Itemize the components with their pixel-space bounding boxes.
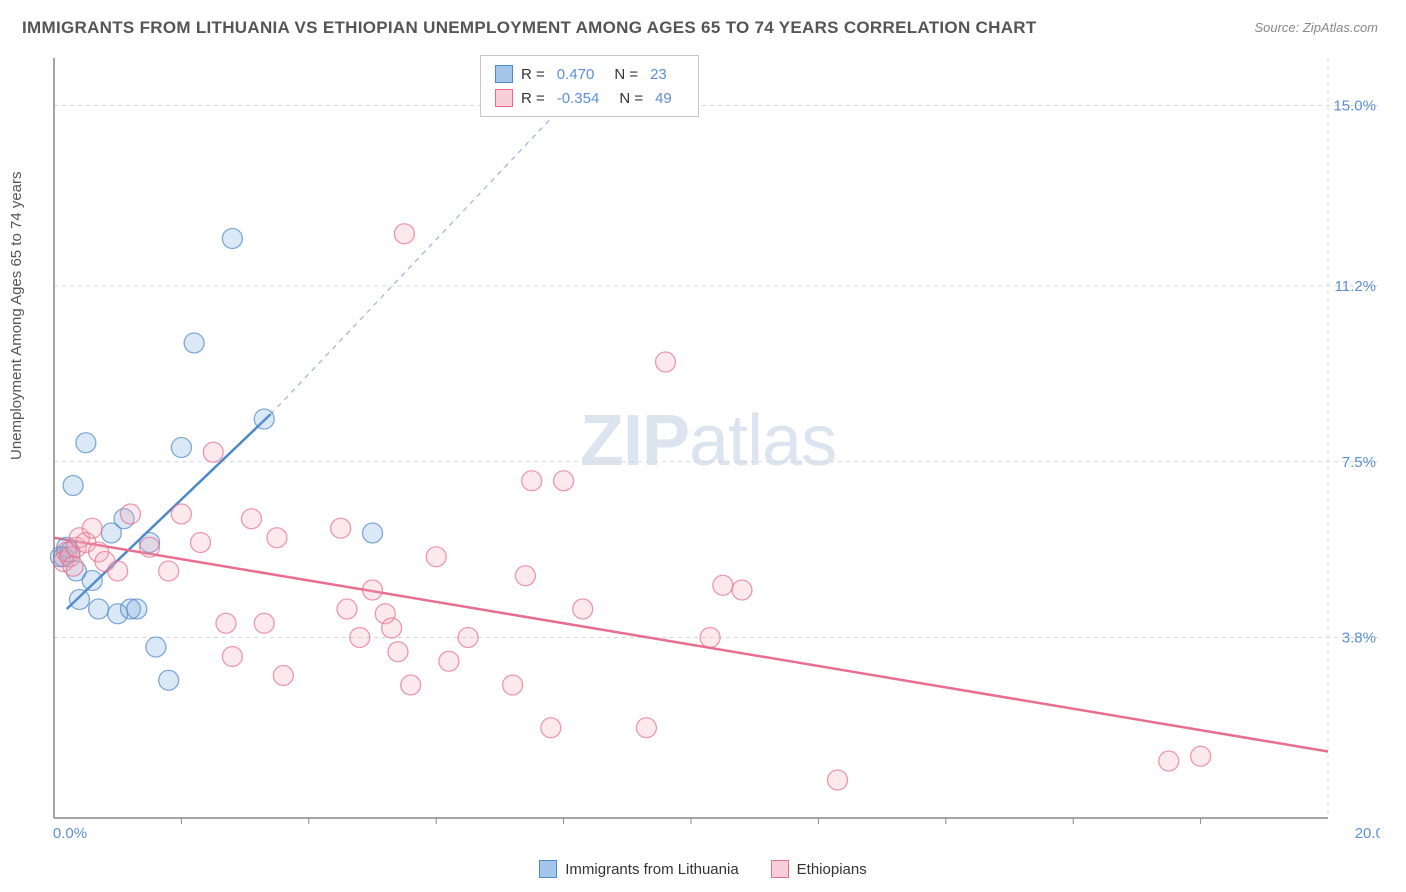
series-legend: Immigrants from Lithuania Ethiopians — [0, 860, 1406, 878]
source-credit: Source: ZipAtlas.com — [1254, 20, 1378, 35]
legend-item: Ethiopians — [771, 860, 867, 878]
correlation-legend: R = 0.470 N = 23 R = -0.354 N = 49 — [480, 55, 699, 117]
n-value: 23 — [650, 66, 667, 83]
legend-label: Ethiopians — [797, 861, 867, 878]
chart-title: IMMIGRANTS FROM LITHUANIA VS ETHIOPIAN U… — [22, 18, 1037, 38]
n-label: N = — [619, 90, 643, 107]
svg-text:0.0%: 0.0% — [53, 825, 87, 840]
legend-row: R = 0.470 N = 23 — [495, 62, 684, 86]
y-axis-label: Unemployment Among Ages 65 to 74 years — [8, 171, 25, 460]
legend-row: R = -0.354 N = 49 — [495, 86, 684, 110]
svg-text:7.5%: 7.5% — [1342, 454, 1376, 471]
svg-text:11.2%: 11.2% — [1335, 278, 1376, 295]
n-value: 49 — [655, 90, 672, 107]
legend-item: Immigrants from Lithuania — [539, 860, 738, 878]
legend-swatch — [495, 65, 513, 83]
legend-swatch — [771, 860, 789, 878]
r-label: R = — [521, 66, 545, 83]
svg-text:3.8%: 3.8% — [1342, 630, 1376, 647]
r-value: -0.354 — [557, 90, 600, 107]
legend-swatch — [495, 89, 513, 107]
r-label: R = — [521, 90, 545, 107]
scatter-plot: 3.8% 7.5% 11.2% 15.0% 0.0% 20.0% — [50, 50, 1380, 840]
svg-text:20.0%: 20.0% — [1355, 825, 1380, 840]
legend-label: Immigrants from Lithuania — [565, 861, 738, 878]
legend-swatch — [539, 860, 557, 878]
r-value: 0.470 — [557, 66, 595, 83]
svg-text:15.0%: 15.0% — [1333, 98, 1376, 115]
plot-svg: 3.8% 7.5% 11.2% 15.0% 0.0% 20.0% — [50, 50, 1380, 840]
n-label: N = — [614, 66, 638, 83]
